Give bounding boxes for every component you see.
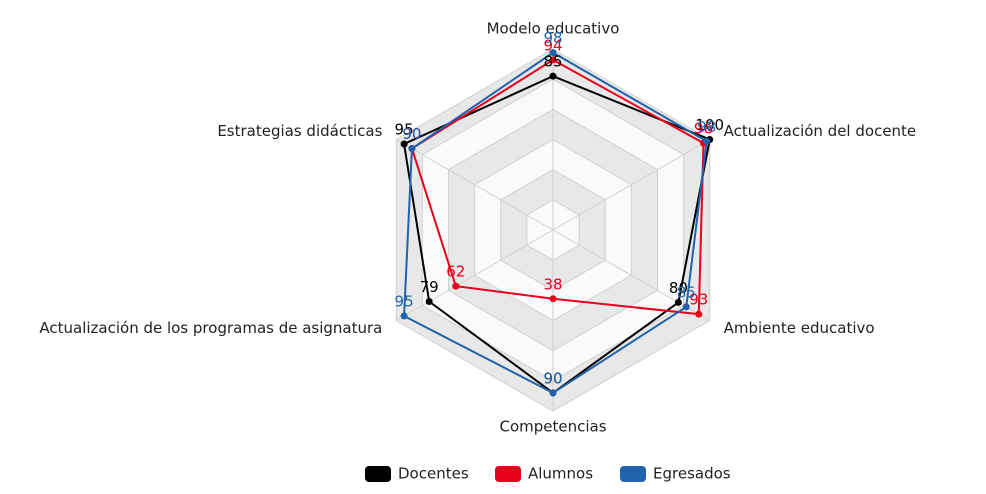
radar-grid [395,48,711,412]
data-label: 95 [395,121,414,139]
axis-spoke [395,229,554,321]
axis-label: Estrategias didácticas [217,122,382,140]
data-label: 94 [543,36,562,54]
data-point [400,140,408,148]
data-point [400,312,408,320]
data-point [425,297,433,305]
data-point [703,137,711,145]
data-label: 38 [543,275,562,293]
axis-label: Ambiente educativo [724,319,875,337]
axis-spoke [395,139,554,231]
data-label: 85 [677,283,696,301]
legend-swatch [495,466,521,482]
data-label: 90 [402,125,421,143]
data-point [549,389,557,397]
axis-label: Actualización del docente [724,122,917,140]
data-point [549,295,557,303]
axis-label: Competencias [499,418,606,436]
data-label: 98 [697,118,716,136]
data-label: 80 [669,279,688,297]
legend-swatch [620,466,646,482]
data-label: 95 [395,292,414,310]
axis-label: Modelo educativo [487,20,620,38]
data-label: 96 [694,120,713,138]
axis-label: Actualización de los programas de asigna… [39,319,382,337]
data-point [452,282,460,290]
data-point [549,72,557,80]
data-label: 90 [543,369,562,387]
data-label: 90 [402,125,421,143]
legend-swatch [365,466,391,482]
legend-label: Docentes [398,465,469,483]
data-label: 79 [420,278,439,296]
axis-spoke [552,139,711,231]
data-label: 90 [543,369,562,387]
data-point [695,310,703,318]
data-label: 100 [695,116,724,134]
data-label: 85 [543,53,562,71]
data-point [549,56,557,64]
data-point [682,303,690,311]
data-label: 98 [543,29,562,47]
legend-label: Egresados [653,465,731,483]
data-point [674,298,682,306]
legend-label: Alumnos [528,465,593,483]
data-label: 93 [689,291,708,309]
data-label: 62 [446,263,465,281]
data-point [408,145,416,153]
data-point [549,49,557,57]
